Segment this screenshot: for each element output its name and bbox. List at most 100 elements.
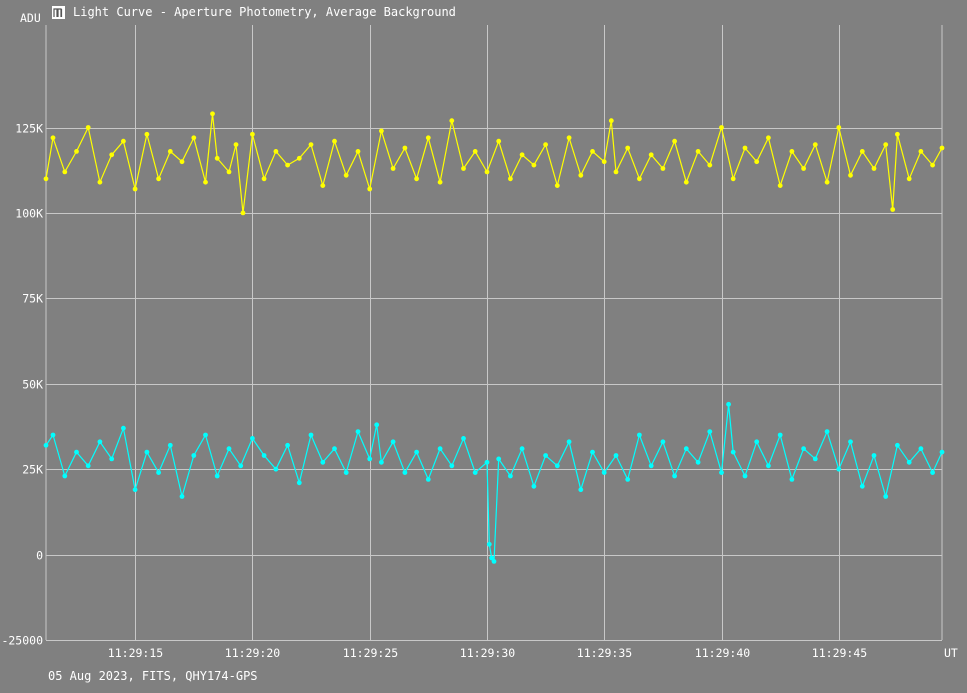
series-point: [508, 176, 513, 182]
series-point: [578, 172, 584, 178]
series-point: [871, 453, 877, 458]
series-point: [742, 473, 748, 479]
series-point: [930, 470, 935, 475]
series-point: [367, 186, 373, 192]
series-layer: [43, 111, 945, 564]
series-point: [613, 453, 619, 458]
series-point: [74, 449, 79, 455]
series-point: [414, 449, 419, 455]
y-tick-label: 50K: [22, 378, 43, 392]
series-point: [508, 473, 513, 479]
series-point: [62, 169, 68, 175]
series-point: [43, 176, 49, 182]
series-point: [167, 149, 173, 154]
series-point: [625, 477, 631, 482]
series-point: [625, 145, 631, 151]
series-point: [472, 149, 478, 154]
series-point: [414, 176, 419, 182]
series-point: [801, 166, 806, 171]
series-point: [320, 459, 326, 465]
series-point: [85, 463, 91, 469]
series-point: [156, 176, 162, 182]
x-axis-label: UT: [944, 646, 958, 660]
series-point: [374, 422, 380, 428]
series-point: [883, 494, 889, 499]
series-point: [719, 125, 724, 130]
series-point: [754, 439, 760, 445]
series-point: [590, 449, 595, 455]
series-point: [191, 453, 197, 458]
series-point: [566, 135, 572, 141]
series-point: [726, 401, 731, 407]
series-point: [496, 456, 502, 462]
series-point: [859, 483, 865, 489]
series-point: [250, 436, 255, 441]
series-point: [608, 118, 614, 124]
series-point: [730, 449, 736, 455]
x-tick-label: 11:29:35: [577, 646, 632, 660]
y-axis-label: ADU: [20, 11, 41, 25]
series-point: [203, 179, 208, 185]
series-point: [461, 166, 466, 171]
series-point: [637, 176, 642, 182]
y-tick-label: 25K: [22, 463, 43, 477]
series-point: [590, 149, 595, 154]
series-point: [226, 169, 232, 175]
series-point: [97, 439, 103, 445]
series-point: [486, 541, 492, 547]
series-point: [343, 172, 349, 178]
series-point: [210, 111, 215, 117]
series-point: [144, 131, 150, 137]
series-point: [906, 176, 912, 182]
y-tick-label: 125K: [15, 122, 43, 136]
series-point: [109, 456, 115, 462]
series-point: [519, 152, 525, 158]
y-tick-label: -25000: [1, 634, 43, 648]
series-point: [191, 135, 197, 141]
series-point: [121, 138, 126, 144]
series-point: [859, 149, 865, 154]
series-point: [531, 162, 537, 168]
series-point: [332, 138, 337, 144]
series-point: [637, 432, 642, 438]
series-point: [754, 159, 760, 165]
series-point: [367, 456, 373, 462]
series-point: [179, 494, 185, 499]
series-point: [491, 559, 497, 564]
series-point: [824, 179, 830, 185]
series-point: [543, 453, 548, 458]
series-point: [250, 131, 255, 137]
series-point: [308, 142, 314, 148]
series-point: [648, 152, 654, 158]
series-point: [379, 459, 384, 465]
series-point: [296, 155, 302, 161]
series-point: [777, 432, 783, 438]
series-point: [672, 138, 677, 144]
series-point: [660, 439, 666, 445]
series-point: [273, 149, 279, 154]
series-point: [261, 176, 267, 182]
x-tick-label: 11:29:15: [108, 646, 163, 660]
series-point: [355, 149, 361, 154]
series-point: [85, 125, 91, 130]
series-point: [766, 135, 771, 141]
series-point: [939, 449, 945, 455]
y-tick-label: 75K: [22, 292, 43, 306]
series-point: [203, 432, 208, 438]
series-point: [660, 166, 666, 171]
x-tick-label: 11:29:45: [812, 646, 867, 660]
tick-labels: ADU UT -25000 0 25K 50K 75K 100K 125K 11:29:15 1…: [1, 11, 957, 660]
series-point: [390, 166, 396, 171]
series-point: [730, 176, 736, 182]
series-point: [613, 169, 619, 175]
series-point: [402, 470, 408, 475]
series-point: [214, 473, 220, 479]
series-point: [519, 446, 525, 452]
series-point: [62, 473, 68, 479]
series-point: [836, 125, 842, 130]
window-title: Light Curve - Aperture Photometry, Avera…: [73, 5, 456, 19]
series-point: [379, 128, 384, 134]
series-point: [425, 477, 431, 482]
series-point: [695, 459, 701, 465]
